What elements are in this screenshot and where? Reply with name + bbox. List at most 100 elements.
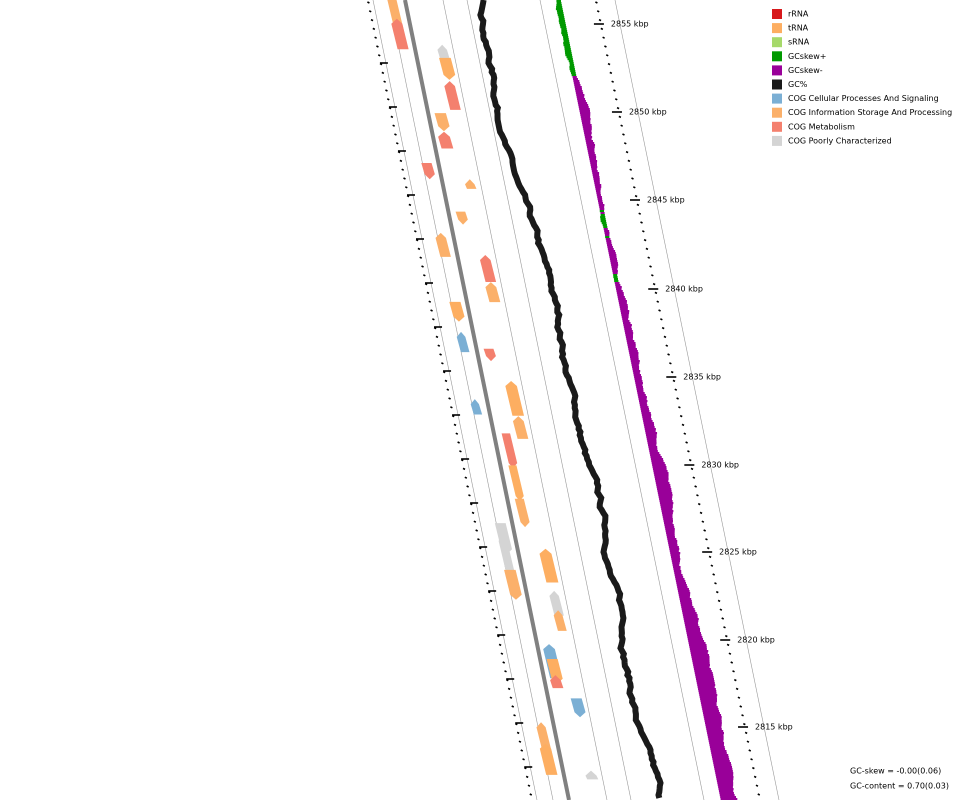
gc-skew-bar xyxy=(666,532,675,535)
gc-skew-bar xyxy=(575,90,583,93)
gc-skew-bar xyxy=(716,778,734,781)
backbone xyxy=(403,0,571,800)
gc-skew-bar xyxy=(623,326,632,329)
tick-dot xyxy=(659,318,663,321)
gc-skew-bar xyxy=(632,366,640,369)
tick-dot xyxy=(495,626,498,629)
gc-skew-bar xyxy=(679,596,690,599)
gc-skew-bar xyxy=(713,764,732,767)
tick-dot xyxy=(498,643,502,647)
gc-skew-bar xyxy=(626,338,633,341)
gc-skew-bar xyxy=(674,572,682,575)
gc-skew-bar xyxy=(659,502,674,505)
gc-skew-bar xyxy=(596,194,601,197)
gc-skew-bar xyxy=(716,780,734,783)
gc-skew-bar xyxy=(718,786,733,789)
gc-skew-bar xyxy=(646,436,657,439)
gc-skew-bar xyxy=(676,582,687,585)
gc-skew-bar xyxy=(701,704,717,707)
gc-skew-bar xyxy=(687,636,703,639)
gc-skew-bar xyxy=(597,196,602,199)
tick-dot xyxy=(518,740,522,743)
gc-skew-bar xyxy=(712,760,730,763)
tick-dot xyxy=(757,793,761,796)
tick-dot xyxy=(650,274,654,277)
gc-skew-bar xyxy=(593,180,600,183)
tick-dot xyxy=(401,168,405,171)
tick-dot xyxy=(726,643,730,647)
gene xyxy=(539,548,559,583)
gc-skew-bar xyxy=(661,510,674,513)
tick-dot xyxy=(404,186,408,189)
tick-dot xyxy=(683,432,687,435)
gc-skew-bar xyxy=(575,88,582,91)
tick-dot xyxy=(733,678,737,682)
tick-dot xyxy=(459,450,462,453)
gc-skew-bar xyxy=(611,264,619,267)
gc-skew-bar xyxy=(586,142,595,145)
gc-skew-bar xyxy=(714,768,733,771)
gc-skew-bar xyxy=(587,148,595,151)
gc-skew-bar xyxy=(633,374,642,377)
tick-dot xyxy=(453,423,457,427)
gc-skew-bar xyxy=(595,186,602,189)
gc-skew-bar xyxy=(659,500,673,503)
gc-skew-bar xyxy=(616,290,623,293)
gc-skew-bar xyxy=(556,0,561,3)
gc-skew-bar xyxy=(592,172,600,175)
gc-skew-bar xyxy=(715,774,734,777)
tick-dot xyxy=(636,203,640,207)
gc-skew-bar xyxy=(695,678,714,681)
gc-skew-bar xyxy=(602,224,607,227)
legend-label: COG Information Storage And Processing xyxy=(788,108,952,117)
gc-skew-bar xyxy=(598,204,605,207)
tick-dot xyxy=(410,212,414,215)
tick-label: 2845 kbp xyxy=(647,196,685,205)
gc-skew-bar xyxy=(702,710,720,713)
tick-label: 2840 kbp xyxy=(665,285,703,294)
tick-dot xyxy=(598,18,602,22)
gc-skew-bar xyxy=(637,394,646,397)
gc-skew-bar xyxy=(581,120,591,123)
tick-dot xyxy=(466,485,469,488)
tick-dot xyxy=(482,564,486,567)
gc-skew-bar xyxy=(694,672,713,675)
gc-skew-bar xyxy=(680,604,693,607)
tick-dot xyxy=(634,194,638,198)
tick-label: 2820 kbp xyxy=(737,636,775,645)
gc-skew-bar xyxy=(666,534,675,537)
tick-dot xyxy=(652,282,656,286)
gc-skew-bar xyxy=(702,708,719,711)
gc-skew-bar xyxy=(689,648,707,651)
gc-skew-bar xyxy=(709,742,725,745)
gc-skew-bar xyxy=(579,110,591,113)
gc-skew-bar xyxy=(588,156,597,159)
tick-dot xyxy=(368,10,372,13)
gene xyxy=(514,498,530,528)
gc-skew-bar xyxy=(664,522,673,525)
gc-skew-bar xyxy=(576,94,585,97)
gc-skew-bar xyxy=(562,34,568,37)
gc-skew-bar xyxy=(670,552,681,555)
gc-skew-bar xyxy=(669,550,679,553)
gene xyxy=(437,44,451,60)
tick-dot xyxy=(611,80,615,83)
gene xyxy=(553,610,567,631)
gc-skew-bar xyxy=(709,744,724,747)
tick-dot xyxy=(609,71,613,75)
gc-skew-bar xyxy=(645,432,658,435)
tick-dot xyxy=(435,335,439,339)
legend-label: GCskew- xyxy=(788,66,823,75)
gc-skew-bar xyxy=(624,330,633,333)
gc-skew-bar xyxy=(648,446,658,449)
gc-skew-bar xyxy=(701,706,718,709)
gc-skew-bar xyxy=(638,398,647,401)
gc-skew-bar xyxy=(593,176,600,179)
gc-skew-bar xyxy=(703,714,722,717)
tick-dot xyxy=(735,687,739,691)
tick-dot xyxy=(685,441,688,444)
gc-skew-bar xyxy=(623,324,632,327)
gc-skew-bar xyxy=(640,406,649,409)
gc-skew-bar xyxy=(636,388,644,391)
tick-dot xyxy=(618,115,622,119)
